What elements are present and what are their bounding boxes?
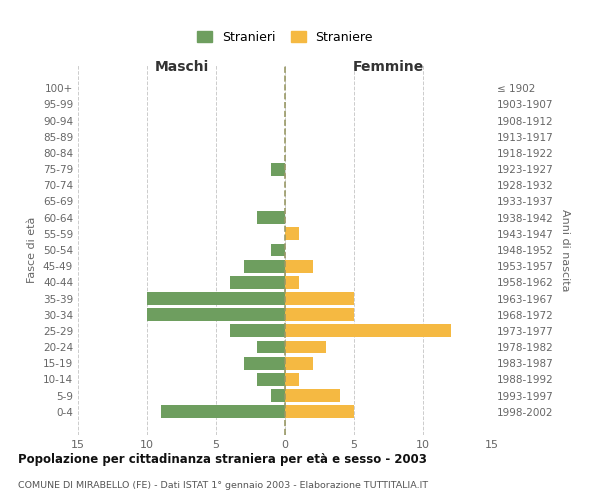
Bar (285, 405, 354, 418)
Bar (285, 340, 326, 353)
Bar (285, 276, 299, 289)
Text: Maschi: Maschi (154, 60, 209, 74)
Bar (271, 162, 285, 175)
Legend: Stranieri, Straniere: Stranieri, Straniere (193, 27, 377, 48)
Bar (285, 260, 313, 272)
Bar (285, 389, 340, 402)
Bar (257, 373, 285, 386)
Bar (147, 308, 285, 321)
Y-axis label: Fasce di età: Fasce di età (28, 217, 37, 283)
Bar (271, 244, 285, 256)
Text: Femmine: Femmine (353, 60, 424, 74)
Bar (285, 228, 299, 240)
Text: Popolazione per cittadinanza straniera per età e sesso - 2003: Popolazione per cittadinanza straniera p… (18, 452, 427, 466)
Bar (147, 292, 285, 305)
Bar (285, 292, 354, 305)
Bar (230, 324, 285, 338)
Bar (161, 405, 285, 418)
Text: COMUNE DI MIRABELLO (FE) - Dati ISTAT 1° gennaio 2003 - Elaborazione TUTTITALIA.: COMUNE DI MIRABELLO (FE) - Dati ISTAT 1°… (18, 480, 428, 490)
Bar (257, 211, 285, 224)
Bar (285, 308, 354, 321)
Bar (285, 324, 451, 338)
Y-axis label: Anni di nascita: Anni di nascita (560, 209, 570, 291)
Bar (230, 276, 285, 289)
Bar (285, 373, 299, 386)
Bar (244, 260, 285, 272)
Bar (244, 356, 285, 370)
Bar (271, 389, 285, 402)
Bar (257, 340, 285, 353)
Bar (285, 356, 313, 370)
